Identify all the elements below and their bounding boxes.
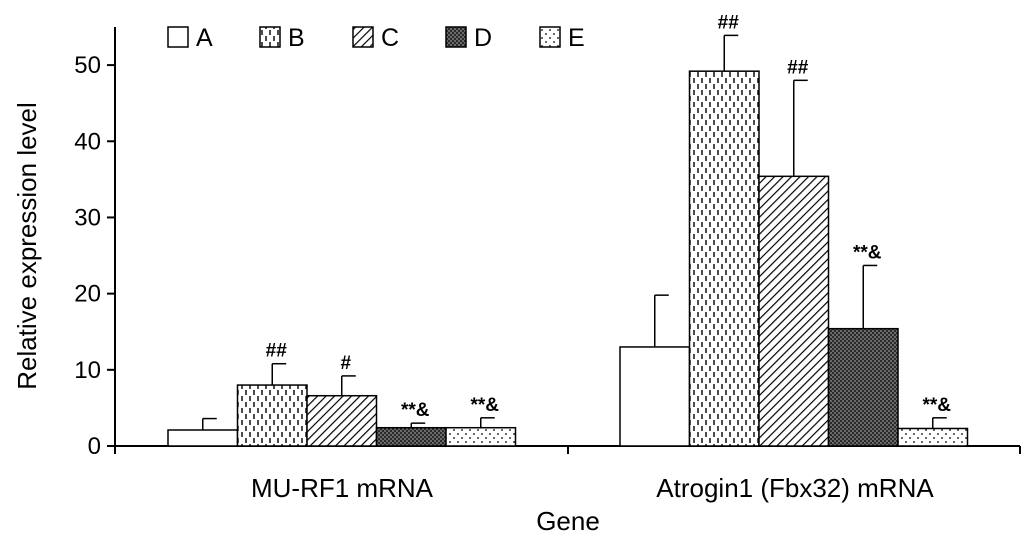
bar-D-1 (827, 327, 899, 447)
y-tick-label: 30 (74, 204, 101, 231)
significance-label: **& (922, 395, 951, 416)
y-tick-label: 10 (74, 357, 101, 384)
y-tick-label: 50 (74, 52, 101, 79)
y-tick-label: 20 (74, 281, 101, 308)
legend: A B C D E (167, 24, 585, 52)
category-label-atrogin1: Atrogin1 (Fbx32) mRNA (656, 473, 934, 503)
legend-swatch-E (539, 26, 561, 48)
bar-C-0 (306, 394, 378, 447)
significance-label: ## (787, 57, 809, 78)
significance-label: ## (266, 341, 288, 362)
bar-D-0 (375, 426, 447, 447)
category-label-murf1: MU-RF1 mRNA (251, 473, 434, 503)
significance-label: **& (853, 242, 882, 263)
bar-B-1 (688, 70, 760, 447)
bar-E-0 (445, 426, 517, 447)
significance-label: # (340, 353, 351, 374)
legend-label-D: D (474, 24, 492, 52)
bar-B-0 (236, 384, 308, 447)
legend-label-C: C (381, 24, 399, 52)
legend-swatch-D (445, 26, 467, 48)
bar-A-1 (619, 346, 691, 447)
legend-swatch-B (259, 26, 281, 48)
bar-A-0 (167, 429, 239, 447)
y-tick-label: 0 (88, 433, 101, 460)
x-axis-title: Gene (536, 506, 600, 536)
bars: #######**&**&**& **& (167, 12, 969, 447)
legend-swatch-C (352, 26, 374, 48)
legend-label-B: B (288, 24, 305, 52)
legend-swatch-A (167, 26, 189, 48)
y-axis-title: Relative expression level (12, 102, 42, 390)
bar-C-1 (758, 175, 830, 447)
bar-E-1 (897, 427, 969, 447)
significance-label: **& (401, 400, 430, 421)
significance-label: ## (718, 12, 740, 33)
y-tick-label: 40 (74, 128, 101, 155)
significance-label: **& (470, 395, 499, 416)
legend-label-E: E (568, 24, 585, 52)
legend-label-A: A (196, 24, 213, 52)
